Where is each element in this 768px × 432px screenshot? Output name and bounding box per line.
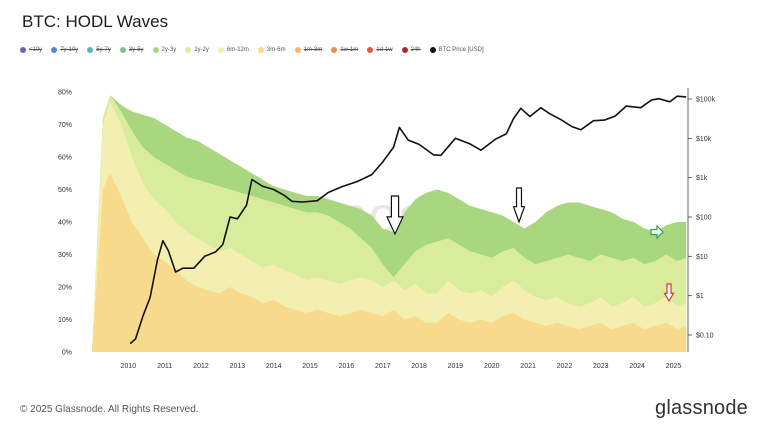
legend-item[interactable]: 1d-1w xyxy=(367,47,393,53)
y-right-tick-label: $10 xyxy=(696,254,708,261)
legend-item[interactable]: 3m-6m xyxy=(257,47,286,53)
legend-dot-icon xyxy=(217,47,224,53)
area-series-6m-12m xyxy=(92,101,687,352)
x-tick-label: 2025 xyxy=(666,363,682,370)
down-arrow-icon xyxy=(663,283,675,303)
x-tick-label: 2024 xyxy=(629,363,645,370)
y-left-tick-label: 40% xyxy=(58,220,72,227)
legend-dot-icon xyxy=(401,47,408,53)
x-tick-label: 2021 xyxy=(520,363,536,370)
legend-label: 1w-1m xyxy=(340,47,359,53)
y-right-tick-label: $100k xyxy=(696,97,716,104)
glassnode-logo: glassnode xyxy=(655,397,748,419)
legend-item[interactable]: <10y xyxy=(20,47,42,53)
chart-legend: <10y 7y-10y 5y-7y 3y-5y 2y-3y 1y-2y 6m-12m 3m-6… xyxy=(20,47,484,53)
legend-label: 7y-10y xyxy=(60,47,79,53)
x-tick-label: 2019 xyxy=(448,363,464,370)
y-right-tick-label: $100 xyxy=(696,215,712,222)
legend-dot-icon xyxy=(152,47,159,53)
legend-dot-icon xyxy=(331,47,338,53)
legend-item[interactable]: 6m-12m xyxy=(217,47,249,53)
legend-label: 5y-7y xyxy=(96,47,111,53)
x-tick-label: 2013 xyxy=(230,363,246,370)
x-tick-label: 2016 xyxy=(339,363,355,370)
y-left-tick-label: 20% xyxy=(58,285,72,292)
legend-label: 6m-12m xyxy=(226,47,249,53)
y-right-tick-label: $1 xyxy=(696,293,704,300)
right-arrow-icon xyxy=(650,224,664,240)
legend-label: BTC Price [USD] xyxy=(438,47,484,53)
legend-dot-icon xyxy=(429,47,436,53)
legend-item[interactable]: 1y-2y xyxy=(185,47,209,53)
x-tick-label: 2020 xyxy=(484,363,500,370)
legend-label: 1m-3m xyxy=(303,47,323,53)
legend-label: <10y xyxy=(29,47,43,53)
copyright-text: © 2025 Glassnode. All Rights Reserved. xyxy=(20,404,199,415)
legend-item[interactable]: 5y-7y xyxy=(87,47,111,53)
y-left-tick-label: 80% xyxy=(58,90,72,97)
y-left-tick-label: 50% xyxy=(58,187,72,194)
legend-label: 1y-2y xyxy=(194,47,209,53)
y-right-tick-label: $10k xyxy=(696,136,712,143)
down-arrow-icon xyxy=(386,195,404,236)
x-tick-label: 2015 xyxy=(302,363,318,370)
x-tick-label: 2017 xyxy=(375,363,391,370)
area-series-3m-6m xyxy=(92,173,687,352)
y-left-tick-label: 60% xyxy=(58,155,72,162)
x-tick-label: 2012 xyxy=(193,363,209,370)
legend-label: 2y-3y xyxy=(161,47,177,53)
chart-title: BTC: HODL Waves xyxy=(22,12,169,31)
legend-label: 24h xyxy=(410,47,421,53)
legend-item[interactable]: 3y-5y xyxy=(119,47,144,53)
down-arrow-icon xyxy=(512,187,526,224)
x-tick-label: 2022 xyxy=(557,363,573,370)
legend-dot-icon xyxy=(185,47,192,53)
legend-dot-icon xyxy=(294,47,301,53)
legend-dot-icon xyxy=(87,47,94,53)
y-left-tick-label: 30% xyxy=(58,252,72,259)
x-tick-label: 2010 xyxy=(121,363,137,370)
btc-price-line xyxy=(129,95,687,345)
legend-item[interactable]: 2y-3y xyxy=(152,47,177,53)
legend-item[interactable]: 1m-3m xyxy=(294,47,323,53)
legend-dot-icon xyxy=(367,47,374,53)
legend-item[interactable]: 24h xyxy=(401,47,421,53)
x-tick-label: 2018 xyxy=(411,363,427,370)
x-tick-label: 2014 xyxy=(266,363,282,370)
legend-label: 3y-5y xyxy=(128,47,144,53)
legend-dot-icon xyxy=(119,47,126,53)
legend-label: 3m-6m xyxy=(266,47,286,53)
x-tick-label: 2011 xyxy=(157,363,172,370)
legend-item[interactable]: 1w-1m xyxy=(331,47,358,53)
y-right-tick-label: $1k xyxy=(696,175,708,182)
hodl-waves-chart: 0% 10% 20% 30% 40% 50% 60% 70% 80% $0.10 $1 $10 $100… xyxy=(58,88,716,370)
legend-dot-icon xyxy=(20,47,26,53)
y-right-tick-label: $0.10 xyxy=(696,333,714,340)
legend-dot-icon xyxy=(51,47,58,53)
legend-dot-icon xyxy=(257,47,264,53)
legend-item[interactable]: BTC Price [USD] xyxy=(429,47,484,53)
legend-label: 1d-1w xyxy=(376,47,393,53)
legend-item[interactable]: 7y-10y xyxy=(51,47,78,53)
y-left-tick-label: 10% xyxy=(58,317,72,324)
y-left-tick-label: 0% xyxy=(62,350,72,357)
y-left-tick-label: 70% xyxy=(58,122,72,129)
x-tick-label: 2023 xyxy=(593,363,609,370)
